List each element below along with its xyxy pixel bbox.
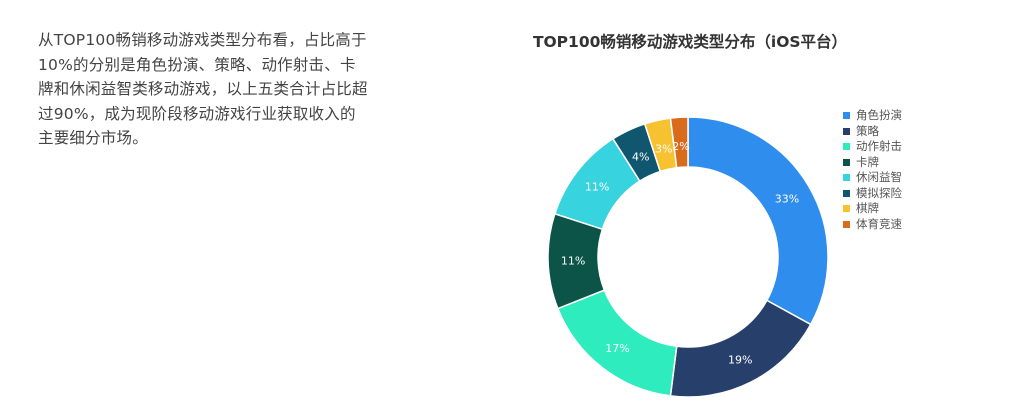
legend-item: 模拟探险 <box>843 186 902 202</box>
slice-label: 33% <box>775 192 799 205</box>
legend-label: 动作射击 <box>856 139 902 153</box>
legend-swatch <box>843 220 850 228</box>
legend-item: 动作射击 <box>843 139 902 155</box>
legend-label: 模拟探险 <box>856 185 902 200</box>
legend-label: 策略 <box>856 123 879 138</box>
legend-swatch <box>843 205 850 213</box>
slice-label: 17% <box>605 342 629 355</box>
legend-item: 棋牌 <box>843 201 902 217</box>
legend-swatch <box>843 127 850 135</box>
legend-item: 休闲益智 <box>843 170 902 186</box>
chart-title: TOP100畅销移动游戏类型分布（iOS平台） <box>532 33 848 51</box>
legend-item: 策略 <box>843 124 902 140</box>
legend-item: 角色扮演 <box>843 108 902 124</box>
legend-item: 体育竞速 <box>843 217 902 233</box>
legend-swatch <box>843 174 850 182</box>
chart-legend: 角色扮演 策略 动作射击 卡牌 休闲益智 模拟探险 棋牌 体育竞速 <box>843 108 902 232</box>
donut-slice <box>669 299 812 398</box>
legend-swatch <box>843 189 850 197</box>
description-text: 从TOP100畅销移动游戏类型分布看，占比高于10%的分别是角色扮演、策略、动作… <box>38 31 368 147</box>
legend-swatch <box>843 158 850 166</box>
legend-label: 体育竞速 <box>856 216 902 231</box>
legend-item: 卡牌 <box>843 155 902 171</box>
legend-label: 卡牌 <box>856 154 879 169</box>
slice-label: 11% <box>561 255 585 268</box>
slice-label: 11% <box>585 181 609 194</box>
slice-label: 4% <box>632 151 649 164</box>
legend-label: 休闲益智 <box>856 170 902 184</box>
legend-swatch <box>843 143 850 151</box>
donut-slice <box>669 116 689 169</box>
legend-label: 角色扮演 <box>856 108 902 122</box>
slice-label: 3% <box>655 143 672 156</box>
slice-label: 19% <box>728 353 752 366</box>
legend-label: 棋牌 <box>856 201 879 215</box>
legend-swatch <box>843 112 850 120</box>
slice-label: 2% <box>672 140 689 153</box>
donut-slice <box>687 116 829 326</box>
